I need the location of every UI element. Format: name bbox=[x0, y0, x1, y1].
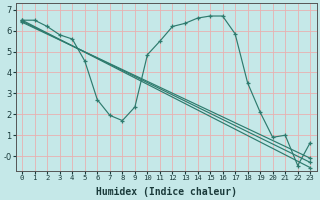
X-axis label: Humidex (Indice chaleur): Humidex (Indice chaleur) bbox=[96, 186, 237, 197]
